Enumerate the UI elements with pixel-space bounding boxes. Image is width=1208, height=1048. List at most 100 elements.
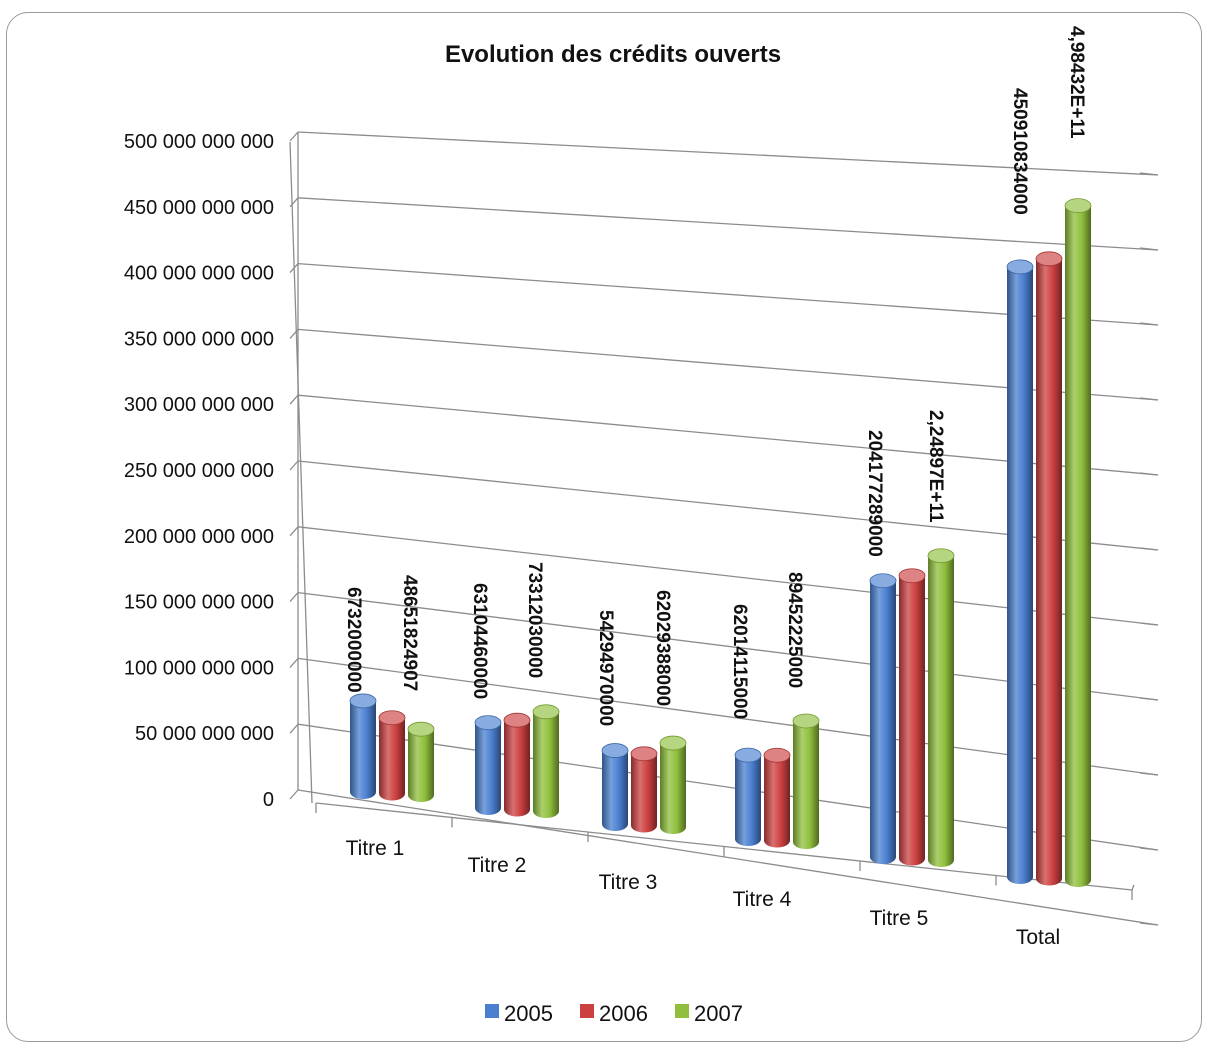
y-tick-label: 350 000 000 000 <box>124 328 274 350</box>
bar-cap <box>349 693 377 709</box>
gridline-tick <box>1139 547 1159 551</box>
bar <box>869 573 897 864</box>
legend-label: 2005 <box>504 1001 553 1026</box>
bar-body <box>379 717 405 801</box>
y-tick-label: 400 000 000 000 <box>124 263 274 285</box>
gridline-tick <box>1139 397 1159 401</box>
bar <box>763 747 791 848</box>
bar-cap <box>630 746 658 762</box>
data-label: 54294970000 <box>595 610 616 726</box>
bar-body <box>504 720 530 817</box>
bar-body <box>899 575 925 866</box>
bar <box>474 715 502 815</box>
chart-frame <box>6 12 1202 1042</box>
chart-title: Evolution des crédits ouverts <box>445 41 781 68</box>
legend-swatch <box>675 1004 689 1018</box>
bar <box>378 710 406 801</box>
bar-cap <box>601 743 629 758</box>
y-tick-label: 0 <box>263 789 274 811</box>
x-tick-label: Titre 2 <box>468 854 527 877</box>
gridline-tick <box>1139 322 1159 326</box>
x-tick-label: Titre 5 <box>870 907 929 930</box>
bar-body <box>602 750 628 831</box>
gridline-tick <box>1139 922 1159 926</box>
bar-body <box>533 711 559 818</box>
bar-cap <box>407 721 435 737</box>
gridline-tick <box>1139 472 1159 476</box>
gridline <box>297 197 1159 251</box>
axes <box>289 132 1135 900</box>
data-label: 73312030000 <box>524 562 545 678</box>
data-label: 2,24897E+11 <box>925 410 946 523</box>
x-tick-label: Total <box>1016 926 1060 949</box>
data-label: 62029388000 <box>652 590 673 706</box>
y-tick-label: 50 000 000 000 <box>135 723 274 745</box>
legend-swatch <box>485 1004 499 1018</box>
bar <box>792 713 820 849</box>
tick-labels: 0 50 000 000 000 100 000 000 000 150 000 00… <box>124 131 1060 949</box>
legend-label: 2006 <box>599 1001 648 1026</box>
gridline-side <box>289 460 299 471</box>
data-label: 6732000000 <box>343 587 364 693</box>
legend-label: 2007 <box>694 1001 743 1026</box>
legend-item: 2005 <box>485 1001 553 1026</box>
gridline-side <box>289 592 299 603</box>
bar-cap <box>474 715 502 731</box>
gridline-side <box>289 394 299 405</box>
gridline-side <box>289 723 299 734</box>
bar-cap <box>869 573 897 589</box>
bar-cap <box>378 710 406 726</box>
bar-cap <box>763 747 791 763</box>
gridline-side <box>289 131 299 142</box>
legend-item: 2007 <box>675 1001 743 1026</box>
bar-body <box>1065 205 1091 887</box>
y-tick-label: 200 000 000 000 <box>124 526 274 548</box>
bar-body <box>870 580 896 864</box>
bar-body <box>475 722 501 815</box>
bar-cap <box>1064 198 1092 214</box>
x-tick-label: Titre 3 <box>599 871 658 894</box>
gridline <box>297 131 1159 176</box>
y-tick-label: 450 000 000 000 <box>124 197 274 219</box>
bar-cap <box>532 704 560 720</box>
bar <box>601 743 629 831</box>
gridline-side <box>289 657 299 668</box>
bar-body <box>764 755 790 848</box>
y-tick-label: 150 000 000 000 <box>124 592 274 614</box>
gridline-tick <box>1139 847 1159 851</box>
gridline-side <box>289 197 299 208</box>
data-label: 450910834000 <box>1009 88 1030 215</box>
bar <box>1064 198 1092 887</box>
gridline-tick <box>1139 622 1159 626</box>
bar <box>407 721 435 802</box>
bars <box>349 198 1092 887</box>
bar-body <box>1036 258 1062 886</box>
y-axis-side <box>289 141 313 804</box>
y-tick-label: 300 000 000 000 <box>124 394 274 416</box>
bar-cap <box>898 568 926 584</box>
data-label: 62014115000 <box>729 604 750 719</box>
bar-cap <box>927 548 955 564</box>
bar <box>898 568 926 866</box>
gridline-tick <box>1139 697 1159 701</box>
y-tick-label: 500 000 000 000 <box>124 131 274 153</box>
y-tick-label: 100 000 000 000 <box>124 657 274 679</box>
y-tick-label: 250 000 000 000 <box>124 460 274 482</box>
bar-cap <box>1035 251 1063 267</box>
data-label: 204177289000 <box>864 430 885 557</box>
data-label: 63104460000 <box>469 583 490 699</box>
bar <box>659 735 687 834</box>
data-labels: 6732000000 48651824907 63104460000 73312030… <box>343 26 1087 726</box>
bar <box>349 693 377 799</box>
x-tick-label: Titre 1 <box>346 837 405 860</box>
bar-body <box>660 743 686 834</box>
bar-cap <box>792 713 820 729</box>
bar-cap <box>734 747 762 763</box>
bar-cap <box>503 712 531 728</box>
bar-body <box>928 555 954 867</box>
legend-item: 2006 <box>580 1001 648 1026</box>
gridline-tick <box>1139 172 1159 176</box>
bar-body <box>735 755 761 846</box>
x-tick-label: Titre 4 <box>733 888 792 911</box>
